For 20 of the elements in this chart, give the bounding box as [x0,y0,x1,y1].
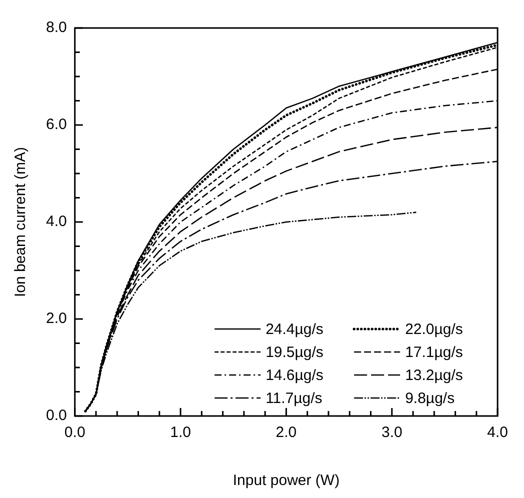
legend-label: 17.1µg/s [405,344,463,362]
x-tick-label: 3.0 [381,424,402,442]
legend-label: 22.0µg/s [405,321,463,338]
x-axis-title: Input power (W) [232,472,340,490]
x-tick-label: 0.0 [64,424,86,442]
y-tick-label: 8.0 [46,19,67,36]
legend-label: 19.5µg/s [266,344,324,362]
legend-label: 14.6µg/s [266,367,324,384]
y-tick-label: 6.0 [46,116,67,134]
legend-label: 9.8µg/s [405,390,455,408]
y-tick-label: 2.0 [46,310,67,328]
x-tick-label: 2.0 [276,424,297,442]
legend-label: 11.7µg/s [266,390,322,408]
y-tick-label: 0.0 [46,407,67,424]
legend-label: 24.4µg/s [266,321,324,338]
y-axis-title: Ion beam current (mA) [12,146,30,298]
x-tick-label: 4.0 [487,424,508,442]
y-tick-label: 4.0 [46,213,67,230]
x-tick-label: 1.0 [170,424,191,442]
legend-label: 13.2µg/s [405,367,463,384]
